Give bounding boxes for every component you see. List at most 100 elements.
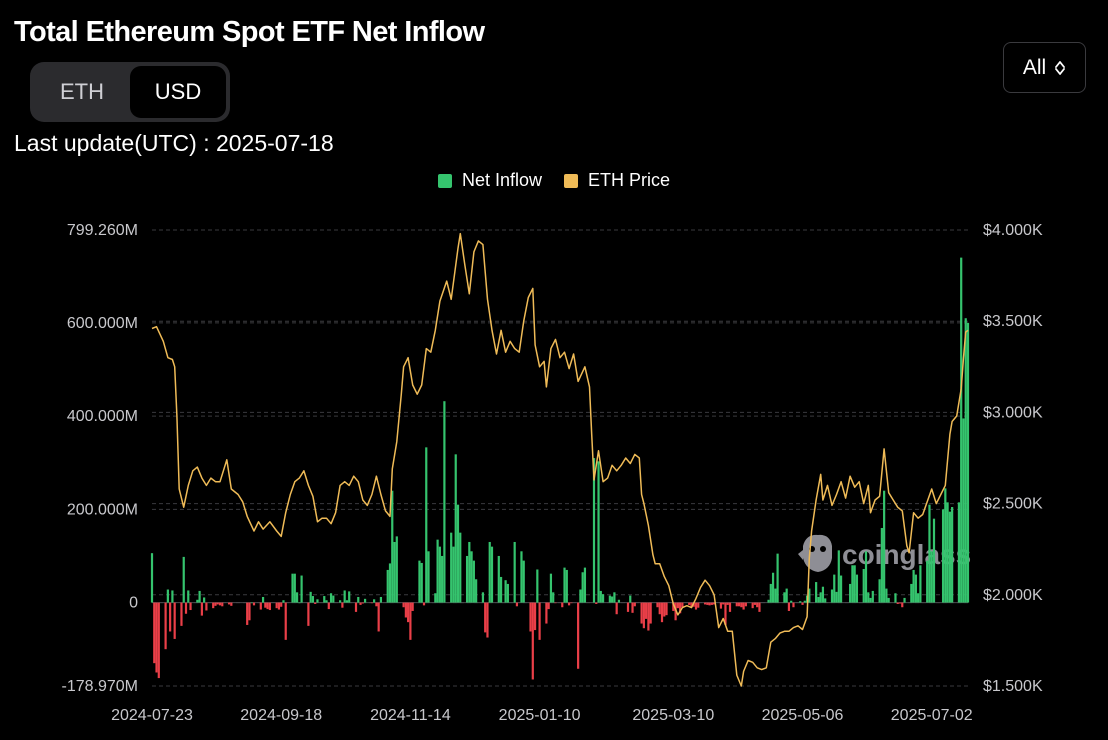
net-inflow-bar: [370, 602, 373, 604]
net-inflow-bar: [960, 257, 963, 603]
net-inflow-bar: [649, 602, 652, 624]
range-select[interactable]: All: [1003, 42, 1086, 93]
net-inflow-bar: [520, 551, 523, 603]
net-inflow-bar: [903, 597, 906, 603]
net-inflow-bar: [595, 602, 598, 604]
net-inflow-bar: [948, 511, 951, 603]
net-inflow-bar: [849, 583, 852, 603]
net-inflow-bar: [443, 401, 446, 603]
legend-label-net-inflow: Net Inflow: [461, 170, 543, 190]
net-inflow-bar: [819, 592, 822, 603]
net-inflow-bar: [783, 592, 786, 603]
net-inflow-bar: [656, 602, 659, 608]
net-inflow-bar: [309, 591, 312, 603]
net-inflow-bar: [917, 593, 920, 603]
net-inflow-bar: [259, 602, 262, 610]
net-inflow-bar: [196, 599, 199, 603]
net-inflow-bar: [373, 599, 376, 603]
net-inflow-bar: [599, 590, 602, 603]
net-inflow-bar: [871, 590, 874, 603]
x-axis-tick-label: 2024-09-18: [240, 707, 322, 724]
net-inflow-bar: [808, 588, 811, 603]
range-select-value: All: [1022, 55, 1047, 79]
legend-item-eth-price[interactable]: ETH Price: [564, 170, 670, 191]
net-inflow-bar: [529, 602, 532, 632]
net-inflow-bar: [277, 602, 281, 610]
net-inflow-bar: [567, 602, 571, 606]
net-inflow-bar: [150, 553, 154, 603]
net-inflow-bar: [790, 600, 793, 603]
legend-swatch-net-inflow: [437, 173, 452, 188]
net-inflow-bar: [293, 573, 296, 603]
net-inflow-bar: [688, 602, 691, 605]
net-inflow-bar: [894, 593, 897, 603]
net-inflow-bar: [216, 602, 219, 605]
net-inflow-bar: [570, 602, 573, 604]
net-inflow-bar: [694, 602, 698, 610]
net-inflow-bar: [631, 602, 634, 613]
net-inflow-bar: [681, 602, 684, 608]
net-inflow-bar: [189, 602, 192, 611]
net-inflow-bar: [930, 551, 933, 603]
x-axis-tick-label: 2025-05-06: [762, 707, 844, 724]
net-inflow-bar: [329, 593, 333, 603]
net-inflow-bar: [264, 602, 267, 608]
net-inflow-bar: [633, 602, 636, 607]
net-inflow-bar: [896, 602, 899, 604]
legend-label-eth-price: ETH Price: [588, 170, 671, 190]
net-inflow-bar: [218, 602, 222, 606]
net-inflow-bar: [583, 567, 587, 603]
net-inflow-bar: [436, 539, 439, 603]
eth-price-line-path: [151, 232, 969, 687]
net-inflow-bar: [275, 602, 278, 609]
net-inflow-bar: [597, 461, 600, 603]
net-inflow-bar: [420, 562, 423, 603]
net-inflow-bar: [497, 555, 500, 603]
net-inflow-bar: [282, 600, 285, 603]
net-inflow-bar: [157, 602, 160, 679]
net-inflow-bar: [486, 602, 489, 638]
net-inflow-bar: [928, 504, 931, 603]
net-inflow-bar: [425, 447, 428, 603]
net-inflow-bar: [912, 569, 915, 603]
net-inflow-bar: [266, 602, 269, 610]
net-inflow-bar: [713, 602, 716, 605]
net-inflow-bar: [409, 602, 412, 640]
net-inflow-bar: [785, 588, 788, 603]
right-axis-tick-label: $2.500K: [983, 496, 1043, 513]
grid-layer: [152, 229, 968, 687]
net-inflow-bar: [221, 602, 224, 607]
net-inflow-bar: [941, 509, 945, 603]
net-inflow-bar: [180, 602, 183, 626]
legend-item-net-inflow[interactable]: Net Inflow: [437, 170, 543, 191]
net-inflow-bar: [504, 580, 507, 603]
net-inflow-bar: [835, 591, 838, 603]
net-inflow-bar: [756, 602, 759, 608]
net-inflow-bar: [914, 574, 917, 603]
net-inflow-bar: [957, 502, 961, 603]
net-inflow-bar: [815, 582, 818, 603]
net-inflow-bar: [316, 599, 319, 603]
net-inflow-bar: [246, 602, 249, 625]
net-inflow-bar: [708, 602, 711, 606]
net-inflow-bar: [926, 560, 929, 603]
net-inflow-bar: [323, 596, 326, 603]
unit-option-usd[interactable]: USD: [130, 66, 226, 118]
net-inflow-bar: [552, 592, 555, 603]
net-inflow-bar: [679, 602, 682, 614]
net-inflow-bar: [280, 602, 283, 607]
net-inflow-bar: [615, 602, 618, 615]
right-axis: $4.000K $3.500K $3.000K $2.500K $2.000K $1.50…: [983, 222, 1043, 695]
net-inflow-bar: [200, 602, 203, 616]
unit-option-eth[interactable]: ETH: [60, 79, 104, 104]
right-axis-tick-label: $1.500K: [983, 678, 1043, 695]
net-inflow-bar: [753, 602, 757, 605]
net-inflow-bar: [343, 590, 346, 603]
left-axis-tick-label: 600.000M: [67, 315, 138, 332]
net-inflow-bar: [817, 596, 820, 603]
net-inflow-bar: [710, 602, 713, 605]
net-inflow-bar: [887, 597, 890, 603]
x-axis-tick-label: 2025-03-10: [632, 707, 714, 724]
net-inflow-bar: [728, 602, 732, 612]
net-inflow-bar: [182, 556, 185, 603]
